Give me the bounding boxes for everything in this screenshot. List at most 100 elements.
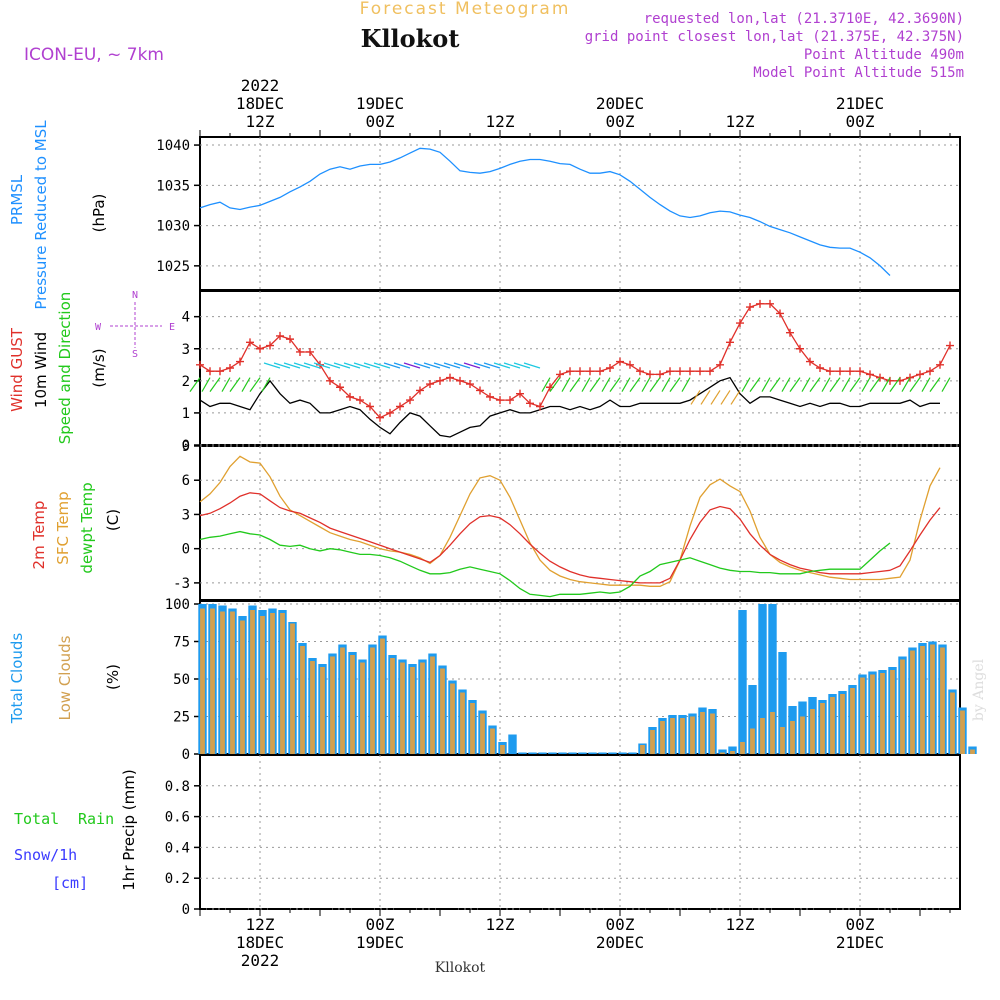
- gust-marker: [556, 370, 564, 379]
- total-cloud-bar: [598, 752, 607, 754]
- total-cloud-bar: [778, 652, 787, 754]
- wind-direction-arrow: [549, 377, 561, 392]
- low-cloud-bar: [740, 742, 745, 754]
- compass-south: S: [132, 349, 138, 360]
- gust-marker: [586, 367, 594, 376]
- wind-direction-arrow: [363, 362, 381, 369]
- total-cloud-bar: [548, 752, 557, 754]
- low-cloud-bar: [850, 688, 855, 754]
- low-cloud-bar: [800, 716, 805, 754]
- gust-marker: [946, 341, 954, 350]
- temp-sfc-label: SFC Temp: [54, 491, 72, 564]
- wind-direction-arrow: [261, 377, 271, 392]
- bottom-time-label: 2022: [241, 951, 280, 970]
- top-time-label: 20DEC: [596, 94, 644, 113]
- low-cloud-bar: [260, 616, 265, 754]
- gust-marker: [466, 380, 474, 389]
- low-cloud-bar: [830, 697, 835, 754]
- low-cloud-bar: [250, 610, 255, 754]
- gust-marker: [196, 360, 204, 369]
- total-cloud-bar: [728, 746, 737, 754]
- total-cloud-bar: [518, 752, 527, 754]
- bottom-time-label: 18DEC: [236, 933, 284, 952]
- total-cloud-bar: [738, 610, 747, 754]
- gust-marker: [916, 370, 924, 379]
- low-cloud-bar: [300, 646, 305, 754]
- watermark: by Angel: [971, 658, 987, 721]
- pressure-ytick-label: 1040: [156, 138, 190, 154]
- pressure-label-prmsl: PRMSL: [8, 174, 26, 225]
- gust-marker: [346, 392, 354, 401]
- low-cloud-bar: [640, 745, 645, 754]
- gust-marker: [446, 373, 454, 382]
- gust-marker: [646, 370, 654, 379]
- wind-direction-arrow: [829, 377, 841, 392]
- low-cloud-bar: [890, 670, 895, 754]
- bottom-time-label: 00Z: [366, 915, 395, 934]
- wind-direction-arrow: [201, 377, 211, 392]
- wind-direction-arrow: [789, 377, 801, 392]
- low-cloud-bar: [240, 620, 245, 754]
- wind-direction-arrow: [241, 377, 251, 392]
- location-title: Kllokot: [361, 24, 460, 53]
- wind-direction-arrow: [263, 362, 281, 369]
- wind-direction-arrow: [601, 377, 611, 392]
- gust-marker: [256, 344, 264, 353]
- low-cloud-bar: [790, 721, 795, 754]
- low-cloud-bar: [880, 673, 885, 754]
- gust-marker: [736, 319, 744, 328]
- gust-marker: [406, 396, 414, 405]
- wind-10m-line: [199, 376, 940, 438]
- total-cloud-bar: [618, 752, 627, 754]
- low-cloud-bar: [390, 658, 395, 754]
- low-cloud-bar: [810, 709, 815, 754]
- low-cloud-bar: [280, 613, 285, 754]
- gust-marker: [236, 357, 244, 366]
- wind-direction-arrow: [821, 377, 831, 392]
- wind-direction-arrow: [641, 377, 651, 392]
- total-cloud-bar: [578, 752, 587, 754]
- bottom-time-label: 19DEC: [356, 933, 404, 952]
- low-cloud-bar: [650, 730, 655, 754]
- wind-direction-arrow: [189, 377, 201, 392]
- temperature-ytick-label: 9: [182, 439, 190, 455]
- gust-marker: [286, 335, 294, 344]
- wind-direction-arrow: [443, 362, 461, 369]
- low-cloud-bar: [490, 728, 495, 754]
- footer-location: Kllokot: [435, 960, 486, 976]
- total-cloud-bar: [718, 749, 727, 754]
- gust-marker: [246, 338, 254, 347]
- clouds-unit: (%): [104, 664, 122, 690]
- wind-direction-arrow: [273, 362, 291, 369]
- pressure-label-msl: Pressure Reduced to MSL: [32, 120, 50, 310]
- low-cloud-bar: [820, 703, 825, 754]
- gust-marker: [806, 357, 814, 366]
- wind-ytick-label: 0: [182, 438, 190, 454]
- gust-marker: [226, 364, 234, 372]
- gust-marker: [496, 396, 504, 405]
- bottom-time-label: 00Z: [606, 915, 635, 934]
- gust-marker: [476, 386, 484, 395]
- low-cloud-bar: [380, 638, 385, 754]
- low-cloud-bar: [910, 650, 915, 754]
- total-cloud-bar: [768, 604, 777, 754]
- gust-marker: [686, 367, 694, 376]
- point-altitude: Point Altitude 490m: [804, 47, 964, 63]
- gust-marker: [856, 367, 864, 376]
- pressure-line: [199, 147, 891, 276]
- gust-marker: [746, 303, 754, 312]
- total-cloud-bar: [608, 752, 617, 754]
- precip-ytick-label: 0: [182, 902, 190, 918]
- gust-marker: [786, 328, 794, 337]
- bottom-time-label: 12Z: [486, 915, 515, 934]
- gust-marker: [356, 396, 364, 405]
- wind-direction-arrow: [869, 377, 881, 392]
- wind-direction-arrow: [889, 377, 901, 392]
- low-cloud-bar: [210, 608, 215, 754]
- low-cloud-bar: [200, 608, 205, 754]
- low-cloud-bar: [840, 694, 845, 754]
- wind-direction-arrow: [483, 362, 501, 369]
- wind-direction-arrow: [463, 362, 481, 369]
- low-cloud-bar: [860, 677, 865, 754]
